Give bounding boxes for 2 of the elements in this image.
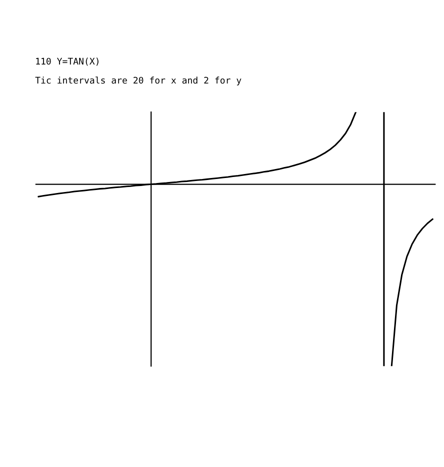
chart-subtitle: Tic intervals are 20 for x and 2 for y xyxy=(35,76,242,86)
chart-title: 110 Y=TAN(X) xyxy=(36,58,98,66)
